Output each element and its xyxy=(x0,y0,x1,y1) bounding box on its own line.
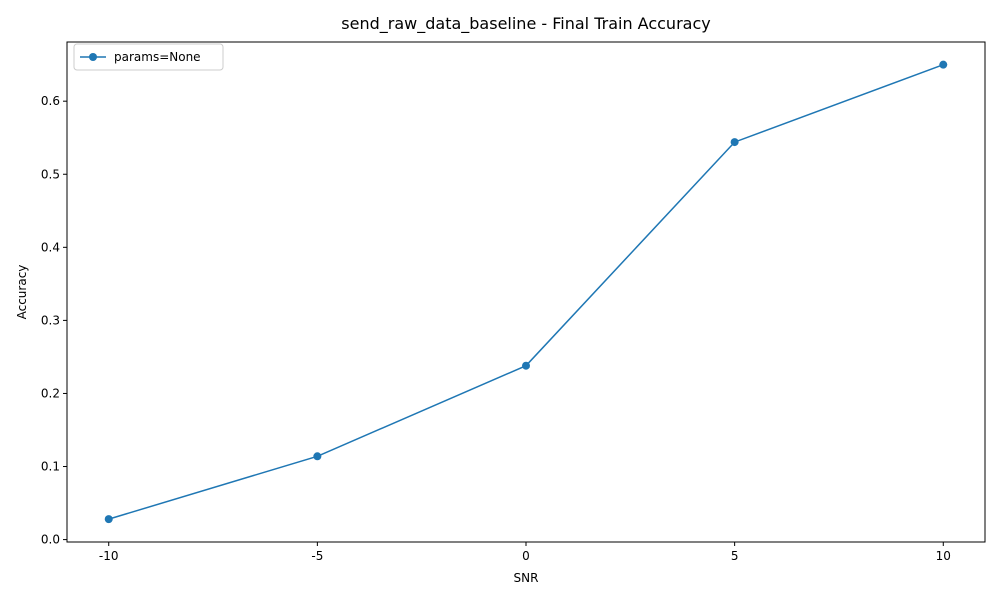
data-point-marker xyxy=(939,60,948,69)
x-axis-label: SNR xyxy=(514,571,539,585)
plot-area-frame xyxy=(66,41,986,543)
y-tick-label: 0.3 xyxy=(41,313,60,327)
series-layer xyxy=(104,60,948,524)
y-axis-label: Accuracy xyxy=(15,265,29,320)
data-point-marker xyxy=(313,452,322,461)
y-tick-label: 0.0 xyxy=(41,533,60,547)
y-tick-label: 0.5 xyxy=(41,167,60,181)
y-axis-ticks: 0.0 0.1 0.2 0.3 0.4 0.5 0.6 xyxy=(41,94,67,547)
x-axis-ticks: -10 -5 0 5 10 xyxy=(99,542,951,563)
legend-box xyxy=(73,43,224,71)
x-tick-label: -5 xyxy=(311,549,323,563)
x-tick-label: 10 xyxy=(936,549,951,563)
x-tick-label: -10 xyxy=(99,549,119,563)
data-point-marker xyxy=(730,138,739,147)
legend-marker xyxy=(89,53,97,61)
chart-title: send_raw_data_baseline - Final Train Acc… xyxy=(341,14,710,34)
x-tick-label: 5 xyxy=(731,549,739,563)
y-tick-label: 0.1 xyxy=(41,460,60,474)
legend-entry-label: params=None xyxy=(114,50,201,64)
series-line xyxy=(108,63,944,520)
data-point-marker xyxy=(522,361,530,370)
x-tick-label: 0 xyxy=(522,549,530,563)
y-tick-label: 0.6 xyxy=(41,94,60,108)
data-point-marker xyxy=(104,515,113,524)
y-tick-label: 0.2 xyxy=(41,386,60,400)
y-tick-label: 0.4 xyxy=(41,240,60,254)
legend: params=None xyxy=(73,43,224,71)
